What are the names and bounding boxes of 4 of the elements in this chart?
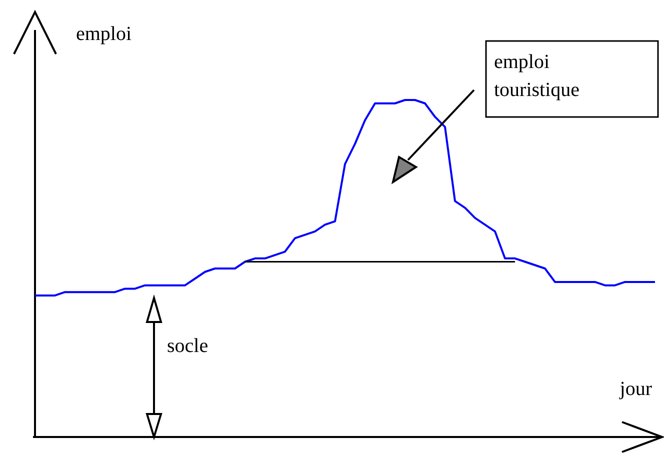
annotation: emploi touristique (494, 51, 580, 101)
x-axis-title: jour (618, 378, 652, 400)
y-axis-title: emploi (76, 23, 132, 45)
annotation: socle (167, 335, 208, 357)
